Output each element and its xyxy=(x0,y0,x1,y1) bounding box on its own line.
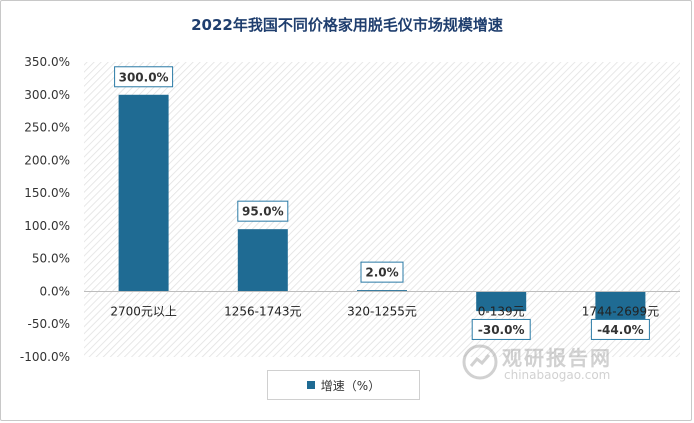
bar xyxy=(595,291,646,321)
watermark-logo-icon xyxy=(462,344,498,380)
bars xyxy=(118,94,646,321)
data-label: -44.0% xyxy=(597,323,644,337)
bar xyxy=(118,94,169,292)
x-category-label: 2700元以上 xyxy=(110,304,177,318)
bar xyxy=(476,291,527,312)
legend-label: 增速（%） xyxy=(320,378,381,393)
watermark: 观研报告网 chinabaogao.com xyxy=(462,342,622,386)
y-tick-label: 100.0% xyxy=(24,219,70,233)
data-label-box xyxy=(237,200,289,222)
data-label-box xyxy=(471,318,531,340)
legend-swatch xyxy=(306,381,315,389)
data-label-box xyxy=(590,318,650,340)
y-tick-label: 150.0% xyxy=(24,186,70,200)
y-tick-label: 350.0% xyxy=(24,55,70,69)
y-tick-label: -50.0% xyxy=(28,317,70,331)
y-tick-label: 200.0% xyxy=(24,153,70,167)
y-tick-label: -100.0% xyxy=(20,350,70,364)
y-tick-label: 300.0% xyxy=(24,88,70,102)
y-tick-label: 250.0% xyxy=(24,121,70,135)
watermark-url: chinabaogao.com xyxy=(504,368,611,382)
y-tick-label: 0.0% xyxy=(40,284,71,298)
watermark-brand: 观研报告网 xyxy=(502,346,612,370)
chart-title: 2022年我国不同价格家用脱毛仪市场规模增速 xyxy=(191,16,503,34)
x-axis-labels: 2700元以上 1256-1743元 320-1255元 0-139元 1744-269… xyxy=(110,304,659,318)
data-label: 300.0% xyxy=(119,70,169,84)
bar xyxy=(357,290,407,292)
data-label: -30.0% xyxy=(478,323,525,337)
x-category-label: 1744-2699元 xyxy=(582,304,659,318)
legend: 增速（%） xyxy=(267,370,420,400)
data-label-box xyxy=(360,261,404,283)
bar xyxy=(237,229,288,292)
data-label-box xyxy=(114,66,174,88)
data-label: 95.0% xyxy=(242,205,284,219)
x-category-label: 320-1255元 xyxy=(347,304,417,318)
y-tick-label: 50.0% xyxy=(32,252,70,266)
y-axis: 350.0% 300.0% 250.0% 200.0% 150.0% 100.0% 50.0… xyxy=(20,55,70,364)
data-labels: 300.0% 95.0% 2.0% -30.0% -44.0% xyxy=(114,66,650,340)
x-category-label: 1256-1743元 xyxy=(224,304,301,318)
plot-area xyxy=(84,62,680,357)
data-label: 2.0% xyxy=(365,266,398,280)
x-category-label: 0-139元 xyxy=(478,304,525,318)
